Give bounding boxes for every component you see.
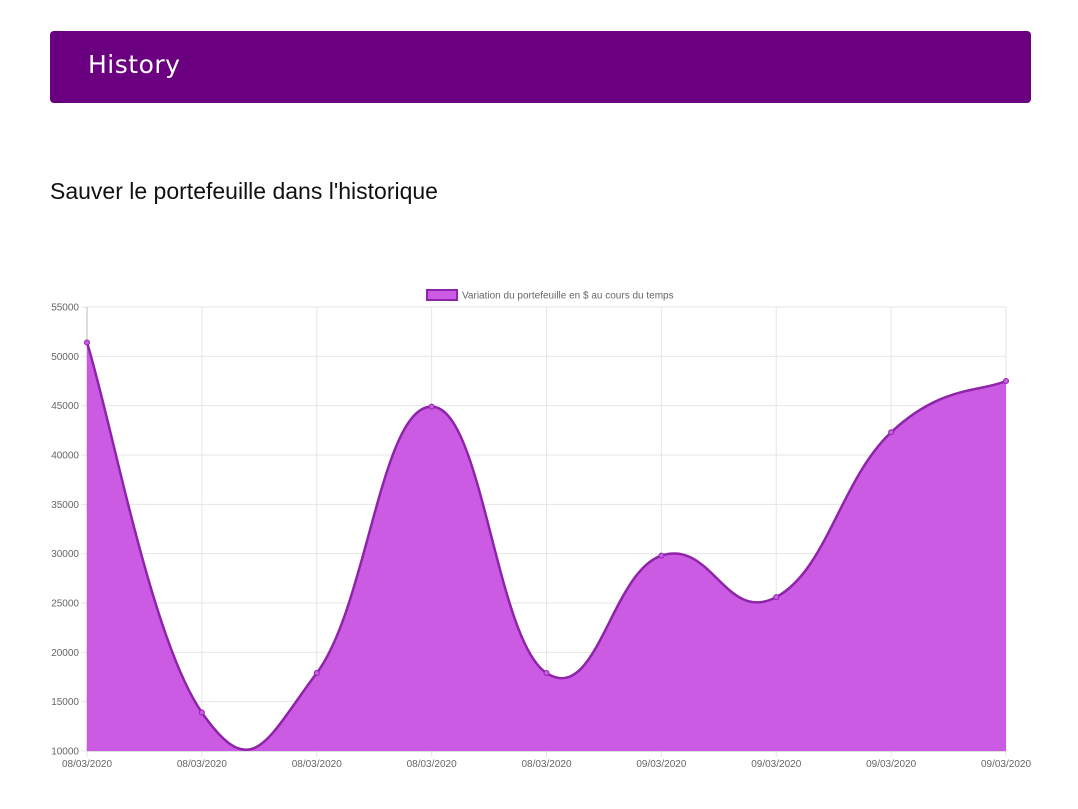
y-tick-label: 20000	[51, 648, 79, 659]
data-point	[428, 403, 435, 410]
x-tick-label: 08/03/2020	[62, 759, 112, 770]
x-tick-label: 09/03/2020	[866, 759, 916, 770]
series-area	[87, 342, 1006, 751]
x-tick-label: 08/03/2020	[407, 759, 457, 770]
header-bar: History	[50, 31, 1031, 103]
legend-label: Variation du portefeuille en $ au cours …	[462, 291, 674, 302]
page-heading: Sauver le portefeuille dans l'historique	[50, 178, 438, 204]
x-tick-label: 08/03/2020	[521, 759, 571, 770]
y-tick-label: 15000	[51, 697, 79, 708]
y-tick-label: 45000	[51, 401, 79, 412]
y-tick-label: 55000	[51, 303, 79, 314]
y-tick-label: 30000	[51, 549, 79, 560]
x-tick-label: 08/03/2020	[292, 759, 342, 770]
data-point	[658, 552, 665, 559]
chart-container: 10000 15000 20000 25000 30000 35000 40000 45000…	[0, 280, 1078, 780]
data-point	[773, 594, 780, 601]
y-tick-label: 40000	[51, 451, 79, 462]
x-tick-label: 09/03/2020	[751, 759, 801, 770]
header-title: History	[88, 50, 181, 79]
y-tick-label: 25000	[51, 599, 79, 610]
y-tick-label: 35000	[51, 500, 79, 511]
series-line	[85, 342, 1007, 751]
data-point	[84, 339, 90, 346]
x-tick-label: 09/03/2020	[981, 759, 1031, 770]
data-point	[313, 670, 320, 677]
data-point	[888, 429, 895, 436]
x-tick-label: 09/03/2020	[636, 759, 686, 770]
data-point	[543, 670, 550, 677]
x-tick-label: 08/03/2020	[177, 759, 227, 770]
legend-swatch	[426, 289, 458, 301]
y-tick-label: 50000	[51, 352, 79, 363]
y-tick-label: 10000	[51, 747, 79, 758]
portfolio-chart: 10000 15000 20000 25000 30000 35000 40000 45000…	[51, 289, 1031, 770]
data-point	[1003, 378, 1009, 384]
data-point	[198, 709, 205, 716]
